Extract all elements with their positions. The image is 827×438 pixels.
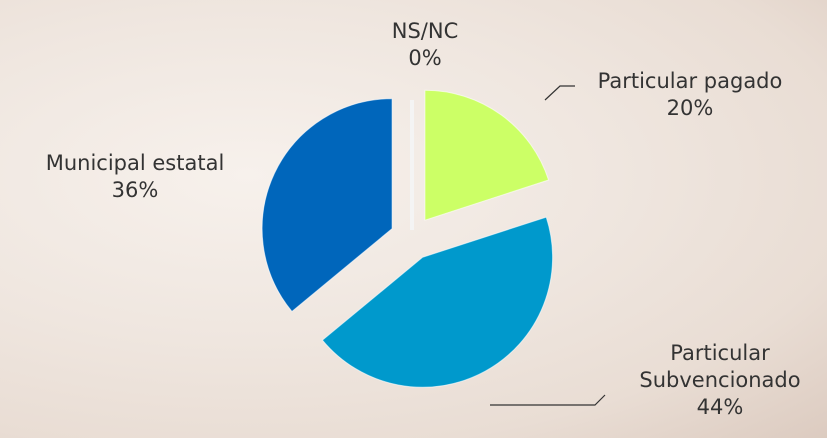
value-label: 0%: [408, 46, 442, 70]
slice-label: Municipal estatal 36%: [5, 150, 265, 204]
slice-label: Particular Subvencionado 44%: [610, 340, 827, 421]
pie-slice: [424, 89, 550, 221]
pie-slice: [321, 216, 554, 388]
category-name: NS/NC: [391, 19, 459, 43]
slice-label: NS/NC 0%: [365, 18, 485, 72]
leader-line: [490, 394, 606, 406]
category-name: Municipal estatal: [45, 151, 225, 175]
value-label: 44%: [696, 395, 744, 419]
value-label: 36%: [111, 178, 159, 202]
slice-label: Particular pagado 20%: [560, 68, 820, 122]
pie-slice: [261, 98, 393, 313]
leader-line: [544, 85, 575, 101]
value-label: 20%: [666, 96, 714, 120]
category-name: Particular Subvencionado: [639, 341, 801, 392]
category-name: Particular pagado: [597, 69, 783, 93]
